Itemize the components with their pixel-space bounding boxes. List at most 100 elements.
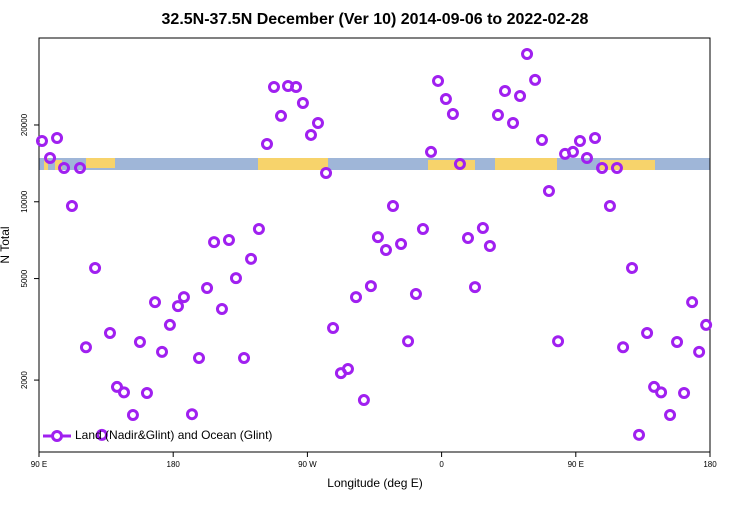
- point: [453, 158, 466, 171]
- point: [74, 161, 87, 174]
- x-tick-label: 90 E: [568, 460, 584, 469]
- point: [357, 394, 370, 407]
- point: [215, 302, 228, 315]
- point: [416, 223, 429, 236]
- x-tick-label: 180: [703, 460, 717, 469]
- point: [626, 262, 639, 275]
- point: [461, 232, 474, 245]
- point: [409, 287, 422, 300]
- y-tick-label: 10000: [20, 190, 29, 213]
- point: [633, 428, 646, 441]
- point: [117, 386, 130, 399]
- point: [580, 152, 593, 165]
- point: [222, 234, 235, 247]
- point: [192, 352, 205, 365]
- point: [133, 336, 146, 349]
- point: [507, 116, 520, 129]
- point: [402, 335, 415, 348]
- point: [617, 341, 630, 354]
- point: [693, 345, 706, 358]
- point: [245, 252, 258, 265]
- point: [498, 84, 511, 97]
- point: [379, 244, 392, 257]
- point: [432, 74, 445, 87]
- point: [529, 73, 542, 86]
- point: [425, 145, 438, 158]
- point: [610, 161, 623, 174]
- point: [238, 352, 251, 365]
- point: [201, 282, 214, 295]
- point: [535, 133, 548, 146]
- point: [664, 408, 677, 421]
- legend-marker: [51, 430, 63, 442]
- point: [320, 166, 333, 179]
- point: [51, 132, 64, 145]
- point: [171, 300, 184, 313]
- point: [446, 107, 459, 120]
- y-tick-label: 2000: [20, 371, 29, 389]
- point: [439, 92, 452, 105]
- y-tick-label: 20000: [20, 113, 29, 136]
- point: [327, 322, 340, 335]
- point: [589, 132, 602, 145]
- point: [514, 89, 527, 102]
- point: [89, 262, 102, 275]
- x-axis-label: Longitude (deg E): [327, 476, 422, 490]
- land-ocean-strip: [39, 158, 710, 170]
- y-axis-label: N Total: [0, 226, 12, 263]
- point: [655, 386, 668, 399]
- point: [341, 363, 354, 376]
- point: [364, 280, 377, 293]
- point: [521, 47, 534, 60]
- point: [65, 199, 78, 212]
- x-tick-label: 180: [167, 460, 181, 469]
- legend-label: Land (Nadir&Glint) and Ocean (Glint): [75, 428, 272, 442]
- x-tick-label: 90 W: [298, 460, 317, 469]
- point: [267, 80, 280, 93]
- point: [386, 199, 399, 212]
- point: [700, 318, 713, 331]
- point: [350, 291, 363, 304]
- x-tick-label: 0: [439, 460, 444, 469]
- point: [304, 128, 317, 141]
- point: [163, 318, 176, 331]
- point: [260, 137, 273, 150]
- point: [491, 108, 504, 121]
- point: [476, 222, 489, 235]
- y-tick-label: 5000: [20, 269, 29, 287]
- point: [686, 296, 699, 309]
- point: [208, 236, 221, 249]
- point: [44, 152, 57, 165]
- point: [35, 134, 48, 147]
- point: [58, 161, 71, 174]
- chart-title: 32.5N-37.5N December (Ver 10) 2014-09-06…: [162, 11, 589, 28]
- point: [103, 326, 116, 339]
- point: [566, 145, 579, 158]
- point: [483, 239, 496, 252]
- point: [371, 231, 384, 244]
- point: [296, 96, 309, 109]
- point: [573, 134, 586, 147]
- point: [395, 238, 408, 251]
- point: [185, 408, 198, 421]
- point: [311, 116, 324, 129]
- point: [671, 336, 684, 349]
- point: [156, 345, 169, 358]
- point: [552, 335, 565, 348]
- point: [252, 223, 265, 236]
- point: [149, 296, 162, 309]
- point: [290, 80, 303, 93]
- point: [469, 281, 482, 294]
- point: [140, 386, 153, 399]
- point: [603, 199, 616, 212]
- point: [596, 161, 609, 174]
- point: [95, 428, 108, 441]
- point: [678, 386, 691, 399]
- x-tick-label: 90 E: [31, 460, 47, 469]
- point: [275, 109, 288, 122]
- point: [542, 185, 555, 198]
- plot-frame: [38, 37, 711, 453]
- point: [641, 326, 654, 339]
